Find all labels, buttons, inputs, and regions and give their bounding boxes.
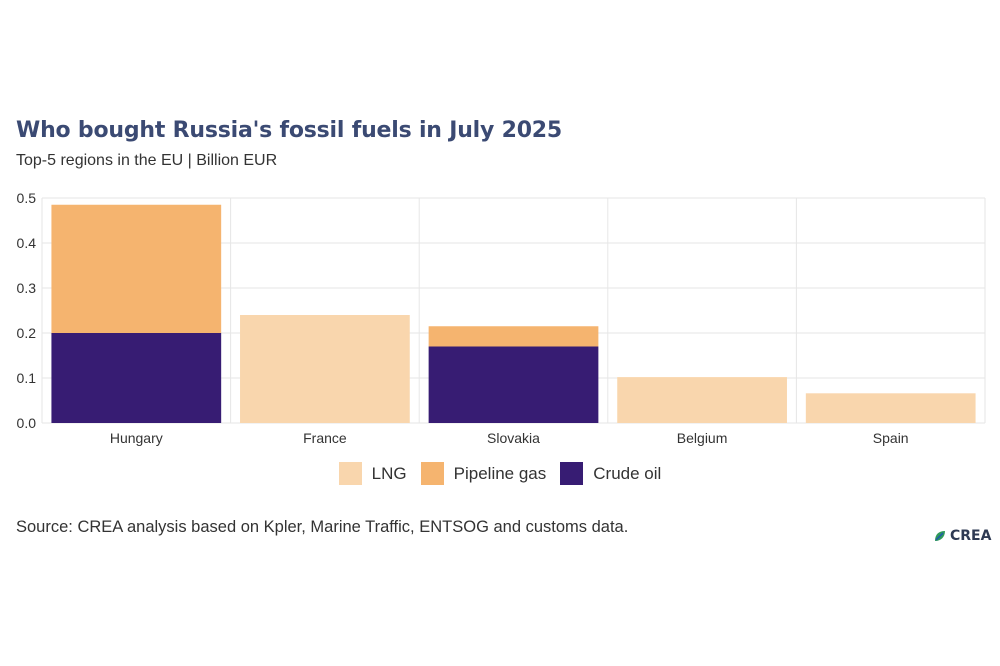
x-tick-label: Belgium — [677, 430, 728, 446]
bar-belgium-lng — [617, 377, 787, 423]
logo-text: CREA — [950, 528, 992, 544]
leaf-icon — [935, 531, 945, 541]
x-tick-label: Slovakia — [487, 430, 540, 446]
y-tick-label: 0.2 — [17, 325, 37, 341]
legend-swatch — [560, 462, 584, 485]
legend-item: Crude oil — [560, 462, 661, 485]
bars — [51, 204, 976, 423]
bar-spain-lng — [805, 393, 976, 423]
chart-subtitle: Top-5 regions in the EU | Billion EUR — [16, 152, 278, 169]
crea-logo: CREA — [933, 528, 991, 544]
chart-title: Who bought Russia's fossil fuels in July… — [16, 118, 563, 143]
legend-item: Pipeline gas — [420, 462, 547, 485]
source-note: Source: CREA analysis based on Kpler, Ma… — [16, 518, 629, 536]
x-axis-ticks: Hungary France Slovakia Belgium Spain — [110, 430, 909, 446]
bar-chart: 0.0 0.1 0.2 0.3 0.4 0.5 Hungary France Slovakia… — [17, 190, 986, 446]
x-tick-label: France — [303, 430, 347, 446]
legend-label: Crude oil — [593, 463, 662, 483]
x-tick-label: Hungary — [110, 430, 163, 446]
legend-swatch — [420, 462, 444, 485]
legend-swatch — [338, 462, 362, 485]
x-tick-label: Spain — [873, 430, 909, 446]
bar-hungary-pipeline-gas — [51, 204, 222, 333]
legend: LNG Pipeline gas Crude oil — [0, 462, 1000, 485]
legend-label: LNG — [371, 463, 407, 483]
bar-slovakia-pipeline-gas — [428, 326, 599, 347]
y-tick-label: 0.1 — [17, 370, 37, 386]
y-axis-ticks: 0.0 0.1 0.2 0.3 0.4 0.5 — [17, 190, 37, 431]
legend-item: LNG — [338, 462, 407, 485]
y-tick-label: 0.4 — [17, 235, 37, 251]
bar-france-lng — [240, 315, 410, 423]
y-tick-label: 0.5 — [17, 190, 37, 206]
y-tick-label: 0.3 — [17, 280, 37, 296]
bar-slovakia-crude-oil — [428, 346, 599, 423]
legend-label: Pipeline gas — [453, 463, 547, 483]
bar-hungary-crude-oil — [51, 333, 222, 423]
y-tick-label: 0.0 — [17, 415, 37, 431]
